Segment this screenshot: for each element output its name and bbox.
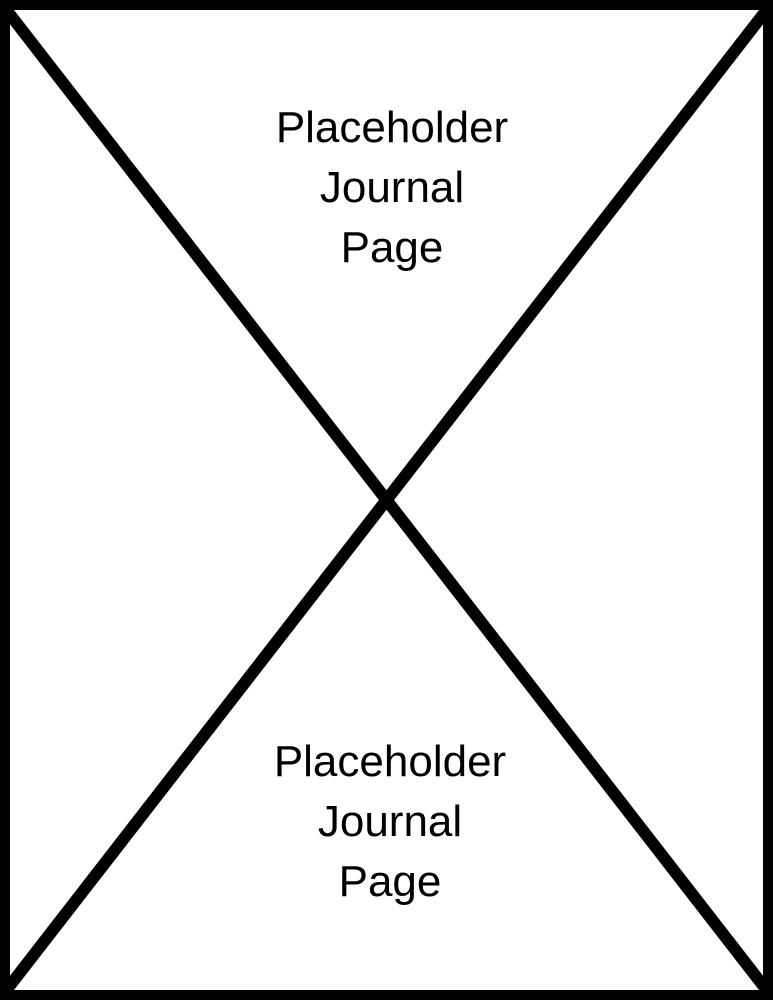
- bottom-caption-line-3: Page: [338, 857, 442, 906]
- diagonal-line-right-to-left: [3, 8, 770, 992]
- bottom-caption-line-1: Placeholder: [273, 737, 507, 786]
- top-caption-line-2: Journal: [319, 163, 465, 212]
- top-placeholder-caption: Placeholder Journal Page: [202, 98, 582, 278]
- top-caption-line-1: Placeholder: [275, 103, 509, 152]
- bottom-caption-line-2: Journal: [317, 797, 463, 846]
- top-caption-line-3: Page: [340, 223, 444, 272]
- bottom-placeholder-caption: Placeholder Journal Page: [200, 732, 580, 912]
